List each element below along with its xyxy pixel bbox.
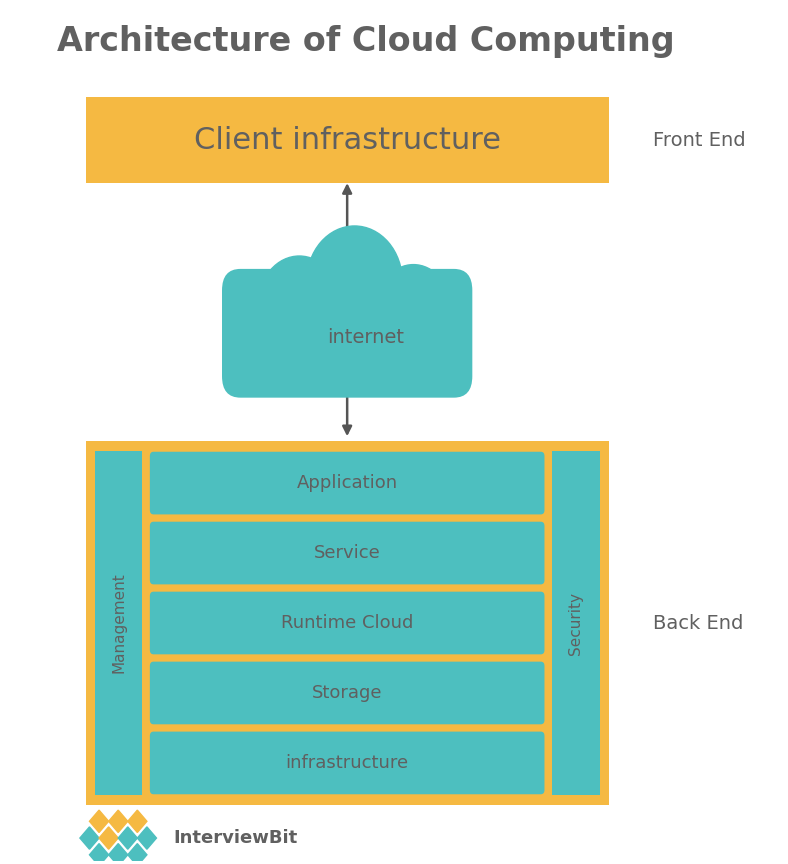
Text: Client infrastructure: Client infrastructure [194,125,500,155]
Text: Service: Service [314,544,381,562]
FancyBboxPatch shape [150,522,545,584]
Text: Security: Security [568,592,583,655]
Text: Management: Management [111,573,126,673]
FancyBboxPatch shape [552,451,600,795]
Text: infrastructure: infrastructure [285,754,409,772]
Text: Architecture of Cloud Computing: Architecture of Cloud Computing [57,25,675,58]
Text: InterviewBit: InterviewBit [173,829,298,847]
Text: internet: internet [327,328,404,347]
FancyBboxPatch shape [150,452,545,514]
Text: Runtime Cloud: Runtime Cloud [281,614,414,632]
Polygon shape [80,827,99,849]
Text: Storage: Storage [312,684,382,702]
Polygon shape [137,827,157,849]
Circle shape [258,256,340,351]
Polygon shape [118,827,137,849]
Polygon shape [90,810,109,833]
FancyBboxPatch shape [150,732,545,794]
Polygon shape [128,810,147,833]
FancyBboxPatch shape [86,441,608,805]
Polygon shape [109,810,128,833]
Polygon shape [109,843,128,864]
Circle shape [307,226,403,338]
Polygon shape [128,843,147,864]
Polygon shape [99,827,118,849]
FancyBboxPatch shape [222,269,472,397]
Text: Front End: Front End [652,130,745,149]
FancyBboxPatch shape [150,662,545,724]
Circle shape [377,264,450,351]
FancyBboxPatch shape [95,451,143,795]
FancyBboxPatch shape [86,98,608,183]
Text: Back End: Back End [652,613,743,632]
Polygon shape [90,843,109,864]
FancyBboxPatch shape [150,592,545,654]
Text: Application: Application [296,474,398,492]
